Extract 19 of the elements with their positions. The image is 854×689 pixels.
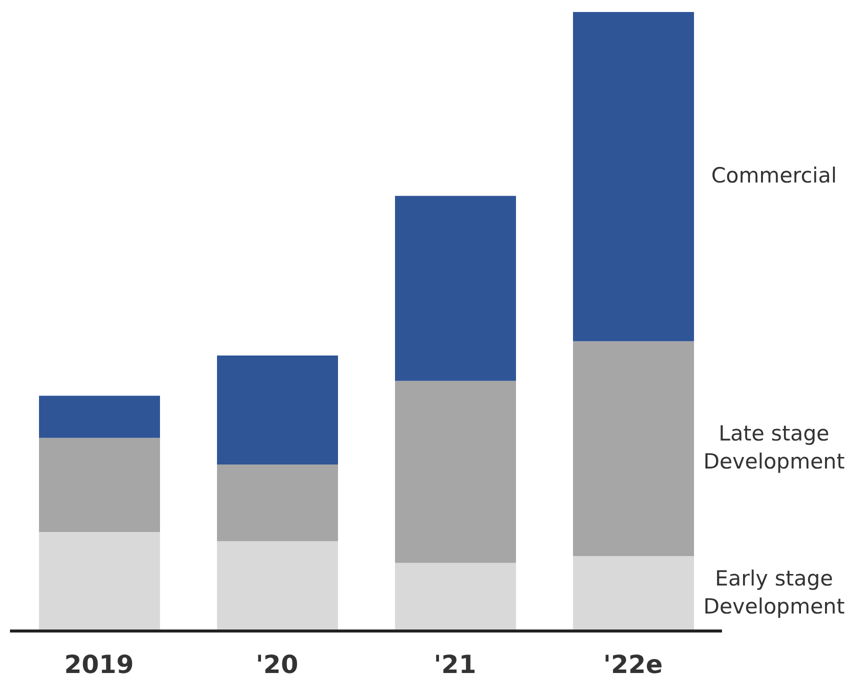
series-label: Late stage Development [703, 421, 845, 474]
x-tick-label: '21 [434, 650, 476, 679]
bar [395, 380, 516, 563]
bar [39, 532, 160, 631]
bar [217, 541, 338, 631]
x-tick-label: '22e [603, 650, 663, 679]
series-label: Commercial [711, 163, 837, 188]
bar [39, 438, 160, 532]
bar [573, 556, 694, 631]
bar [395, 562, 516, 631]
bar [39, 396, 160, 438]
bar [217, 356, 338, 464]
bar [217, 464, 338, 542]
bar [573, 12, 694, 342]
series-label: Early stage Development [703, 566, 845, 618]
bar [395, 196, 516, 381]
x-tick-label: '20 [256, 650, 298, 679]
x-tick-label: 2019 [64, 650, 134, 679]
bar [573, 341, 694, 556]
